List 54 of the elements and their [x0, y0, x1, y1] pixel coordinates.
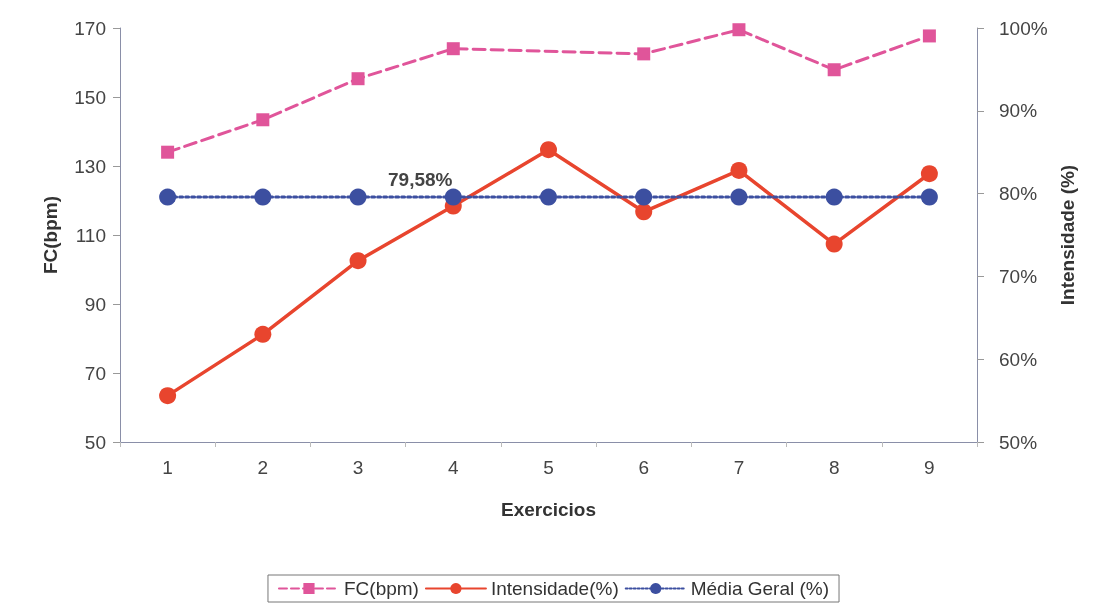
y-tick-label: 90 — [84, 293, 106, 315]
y-tick-label: 70 — [84, 362, 106, 384]
x-tick-label: 8 — [828, 457, 840, 478]
y2-tick-label: 90% — [999, 100, 1038, 122]
point — [922, 29, 936, 43]
point — [254, 325, 272, 343]
point — [827, 63, 841, 77]
y-tick-label: 110 — [75, 224, 106, 246]
y2-tick-label: 50% — [999, 431, 1038, 453]
x-tick-label: 5 — [543, 457, 554, 478]
point — [732, 23, 746, 37]
point — [254, 188, 272, 206]
point — [637, 47, 651, 61]
annotation: 79,58% — [388, 169, 453, 190]
legend-label: Intensidade(%) — [490, 578, 619, 599]
point — [920, 165, 938, 183]
point — [920, 188, 938, 206]
point — [635, 203, 653, 221]
y-tick-label: 130 — [74, 155, 106, 177]
point — [159, 387, 177, 405]
point — [159, 188, 177, 206]
point — [635, 188, 653, 206]
point — [349, 188, 367, 206]
point — [730, 188, 748, 206]
x-tick-label: 9 — [924, 457, 935, 478]
y2-tick-label: 100% — [999, 17, 1048, 39]
x-axis-title: Exercicios — [500, 499, 597, 520]
x-tick-label: 2 — [257, 457, 269, 478]
point — [161, 145, 175, 159]
point — [349, 252, 367, 270]
point — [825, 235, 843, 253]
x-tick-label: 1 — [162, 457, 173, 478]
y-tick-label: 50 — [84, 431, 106, 453]
point — [540, 188, 557, 206]
legend-label: FC(bpm) — [343, 578, 419, 599]
legend-label: Média Geral (%) — [690, 578, 830, 599]
y2-axis-title: Intensidade (%) — [1057, 164, 1079, 306]
y2-tick-label: 60% — [999, 348, 1038, 370]
x-tick-label: 3 — [352, 457, 364, 478]
point — [256, 113, 270, 127]
y2-tick-label: 80% — [999, 183, 1038, 205]
x-tick-label: 4 — [447, 457, 459, 478]
point — [351, 72, 365, 86]
y-tick-label: 150 — [74, 86, 106, 108]
y-axis-title: FC(bpm) — [40, 195, 61, 275]
point — [825, 188, 843, 206]
point — [540, 141, 557, 159]
point — [444, 188, 462, 206]
x-tick-label: 6 — [638, 457, 650, 478]
point — [446, 42, 460, 56]
y-tick-label: 170 — [74, 17, 106, 39]
point — [730, 161, 748, 179]
y2-tick-label: 70% — [999, 265, 1038, 287]
x-tick-label: 7 — [733, 457, 745, 478]
